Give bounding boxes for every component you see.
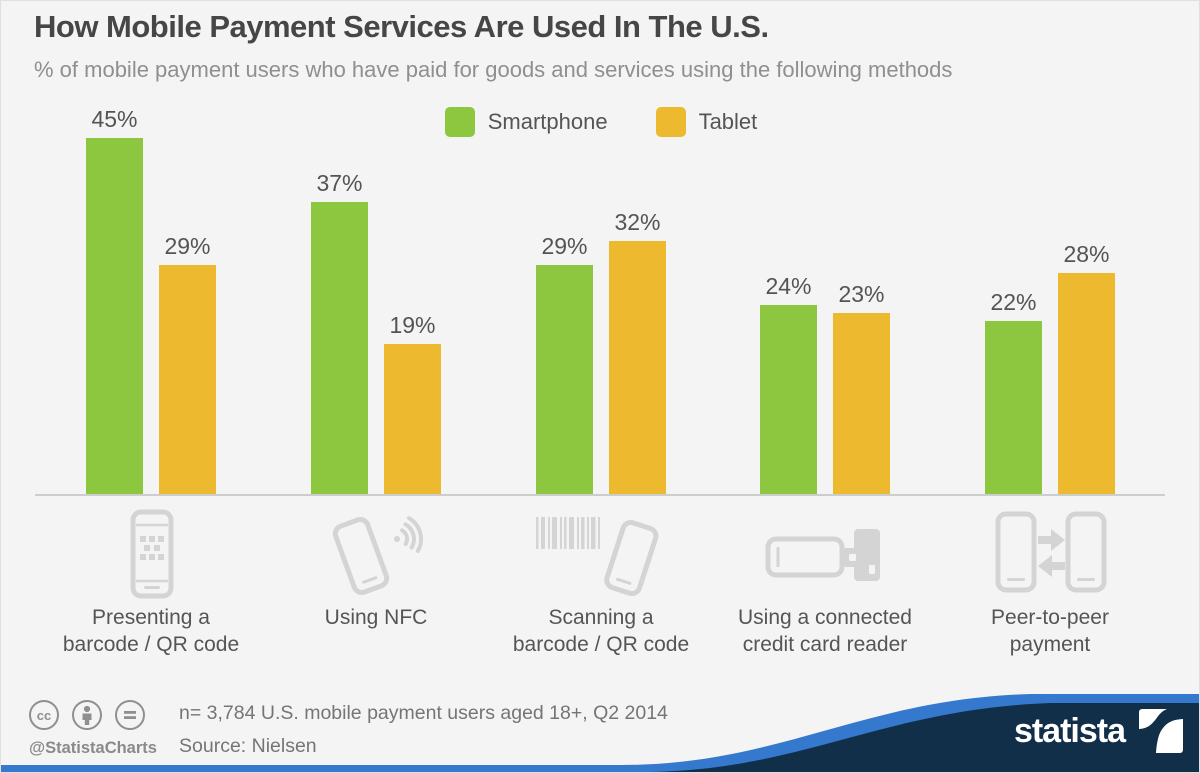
cc-icon: cc xyxy=(29,700,59,730)
bar-wrap-tablet: 32% xyxy=(609,209,666,495)
creative-commons-badges: cc xyxy=(29,700,145,730)
bar-wrap-tablet: 19% xyxy=(384,312,441,495)
bar-tablet-peer-to-peer-payment xyxy=(1058,273,1115,495)
category-label-peer-to-peer-payment: Peer-to-peer payment xyxy=(928,604,1172,658)
bar-tablet-scanning-a-barcode-qr-code xyxy=(609,241,666,495)
bar-smartphone-using-a-connected-credit-card-reader xyxy=(760,305,817,495)
category-label-line: Using NFC xyxy=(324,606,428,629)
bar-value-label: 19% xyxy=(389,312,436,338)
smartphone-swatch xyxy=(444,107,475,137)
barcode-phone-icon xyxy=(526,509,676,601)
bar-wrap-tablet: 29% xyxy=(159,233,216,495)
bar-value-label: 28% xyxy=(1063,241,1110,267)
statista-logo-text: statista xyxy=(1013,712,1126,750)
bar-group-peer-to-peer-payment: 22% 28% xyxy=(985,241,1115,495)
bar-wrap-smartphone: 45% xyxy=(86,106,143,495)
legend-label-tablet: Tablet xyxy=(698,109,758,134)
statista-charts-handle: @StatistaCharts xyxy=(29,739,157,757)
legend-item-smartphone: Smartphone xyxy=(444,107,608,137)
page-title: How Mobile Payment Services Are Used In … xyxy=(34,9,769,44)
bar-wrap-tablet: 23% xyxy=(833,281,890,495)
phone-qr-icon xyxy=(76,509,226,601)
bar-wrap-smartphone: 29% xyxy=(536,233,593,495)
category-label-line: credit card reader xyxy=(742,633,908,656)
bar-smartphone-peer-to-peer-payment xyxy=(985,321,1042,495)
category-label-line: barcode / QR code xyxy=(62,633,240,656)
phone-nfc-icon xyxy=(301,509,451,601)
category-label-using-nfc: Using NFC xyxy=(254,604,498,631)
x-axis-line xyxy=(35,494,1165,496)
legend-item-tablet: Tablet xyxy=(655,107,758,137)
bar-tablet-using-a-connected-credit-card-reader xyxy=(833,313,890,495)
bar-value-label: 32% xyxy=(614,209,661,235)
sample-note: n= 3,784 U.S. mobile payment users aged … xyxy=(179,702,668,724)
category-label-line: barcode / QR code xyxy=(512,633,690,656)
bar-smartphone-presenting-a-barcode-qr-code xyxy=(86,138,143,495)
source-note: Source: Nielsen xyxy=(179,735,317,757)
category-label-line: Presenting a xyxy=(92,606,210,629)
category-label-line: Scanning a xyxy=(548,606,654,629)
statista-logo-mark xyxy=(1139,709,1183,753)
chart-legend: Smartphone Tablet xyxy=(1,107,1199,137)
category-label-presenting-a-barcode-qr-code: Presenting a barcode / QR code xyxy=(29,604,273,658)
bar-value-label: 22% xyxy=(990,289,1037,315)
category-label-using-a-connected-credit-card-reader: Using a connected credit card reader xyxy=(703,604,947,658)
footer-wave xyxy=(1,694,1199,772)
bar-group-scanning-a-barcode-qr-code: 29% 32% xyxy=(536,209,666,495)
category-label-line: Peer-to-peer xyxy=(991,606,1109,629)
bar-wrap-smartphone: 37% xyxy=(311,170,368,495)
category-label-scanning-a-barcode-qr-code: Scanning a barcode / QR code xyxy=(479,604,723,658)
bar-wrap-tablet: 28% xyxy=(1058,241,1115,495)
legend-label-smartphone: Smartphone xyxy=(487,109,608,134)
bar-wrap-smartphone: 22% xyxy=(985,289,1042,495)
bar-smartphone-using-nfc xyxy=(311,202,368,495)
bar-value-label: 24% xyxy=(765,273,812,299)
bar-value-label: 37% xyxy=(316,170,363,196)
bar-group-using-a-connected-credit-card-reader: 24% 23% xyxy=(760,273,890,495)
p2p-phones-icon xyxy=(975,509,1125,601)
tablet-swatch xyxy=(655,107,686,137)
category-label-line: Using a connected xyxy=(738,606,912,629)
bar-group-presenting-a-barcode-qr-code: 45% 29% xyxy=(86,106,216,495)
bar-smartphone-scanning-a-barcode-qr-code xyxy=(536,265,593,495)
bar-chart: 45% 29% 37% 19% 29% 32% 24% 23% 22% 28% xyxy=(1,1,1199,495)
phone-card-reader-icon xyxy=(750,509,900,601)
bar-value-label: 29% xyxy=(164,233,211,259)
bar-value-label: 29% xyxy=(541,233,588,259)
bar-value-label: 23% xyxy=(838,281,885,307)
category-label-line: payment xyxy=(1009,633,1091,656)
attribution-person-icon xyxy=(72,700,102,730)
bar-value-label: 45% xyxy=(91,106,138,132)
bar-tablet-presenting-a-barcode-qr-code xyxy=(159,265,216,495)
bar-tablet-using-nfc xyxy=(384,344,441,495)
bar-group-using-nfc: 37% 19% xyxy=(311,170,441,495)
page-subtitle: % of mobile payment users who have paid … xyxy=(34,57,953,82)
equals-icon xyxy=(115,700,145,730)
bar-wrap-smartphone: 24% xyxy=(760,273,817,495)
